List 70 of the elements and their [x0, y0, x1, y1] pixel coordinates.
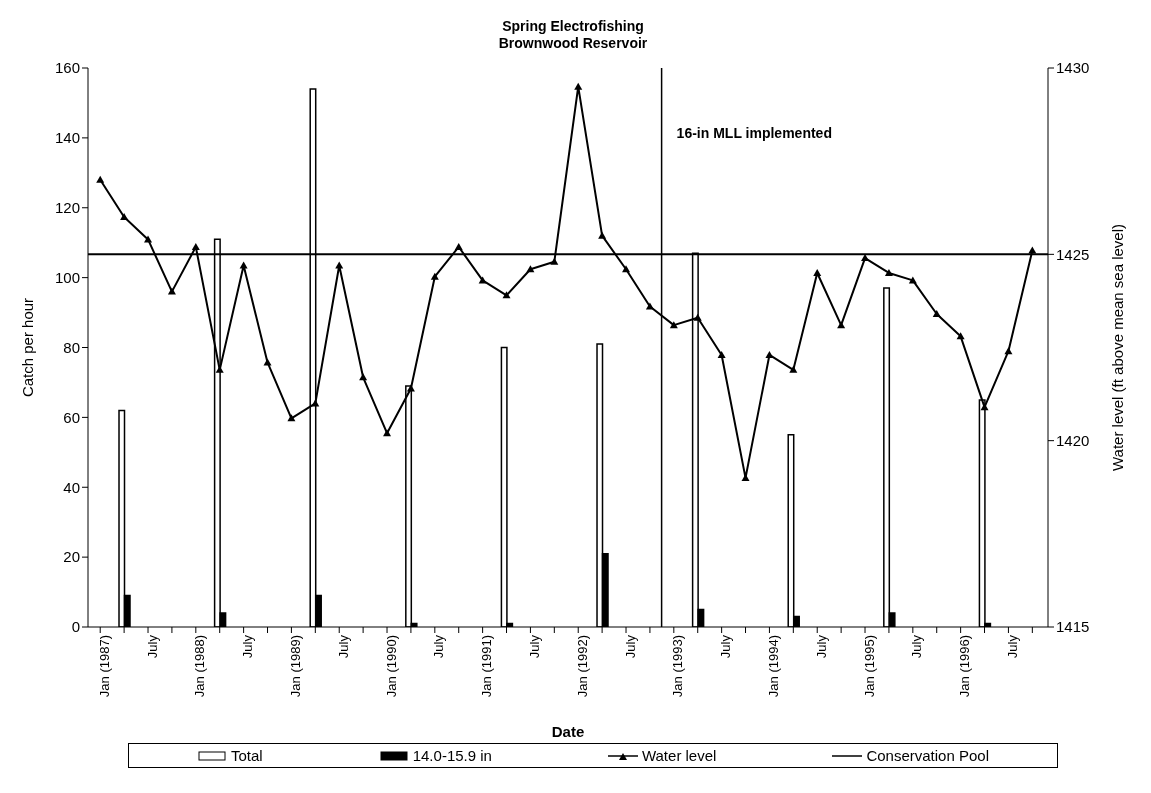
y-tick-label: 20	[63, 548, 80, 566]
y-tick-label: 120	[54, 199, 80, 217]
x-tick-label: Jan (1993)	[670, 635, 686, 698]
point	[622, 265, 631, 273]
x-tick-label: July	[909, 634, 925, 659]
point	[789, 365, 798, 373]
point	[598, 231, 607, 239]
point	[454, 242, 463, 250]
y-tick-label: 100	[54, 268, 80, 286]
ref-line-label: 16-in MLL implemented	[676, 125, 832, 141]
point	[765, 350, 774, 358]
point	[526, 265, 535, 273]
y-tick-label: 160	[54, 59, 80, 77]
y2-tick-label: 1430	[1056, 59, 1090, 77]
y2-axis-title: Water level (ft above mean sea level)	[1109, 223, 1127, 472]
y-tick-label: 60	[63, 408, 80, 426]
point	[717, 350, 726, 358]
point	[837, 321, 846, 329]
x-tick-label: July	[144, 634, 160, 659]
y2-tick-label: 1415	[1056, 618, 1090, 636]
point	[191, 242, 200, 250]
x-tick-label: July	[1004, 634, 1020, 659]
legend-label: Conservation Pool	[866, 747, 989, 764]
y-tick-label: 40	[63, 478, 80, 496]
chart-title: Spring Electrofishing Brownwood Reservoir	[497, 18, 649, 52]
point	[932, 309, 941, 317]
x-axis-title: Date	[551, 723, 585, 740]
point	[1028, 246, 1037, 254]
point	[574, 82, 583, 90]
point	[335, 261, 344, 269]
y-tick-label: 0	[71, 618, 80, 636]
point	[980, 403, 989, 411]
point	[645, 302, 654, 310]
point	[884, 268, 893, 276]
x-tick-label: July	[718, 634, 734, 659]
point	[96, 175, 105, 183]
x-tick-label: Jan (1994)	[765, 635, 781, 698]
x-tick-label: July	[622, 634, 638, 659]
x-tick-label: Jan (1995)	[861, 635, 877, 698]
x-tick-label: Jan (1989)	[287, 635, 303, 698]
x-tick-label: July	[813, 634, 829, 659]
point	[813, 268, 822, 276]
point	[287, 414, 296, 422]
x-tick-label: July	[335, 634, 351, 659]
legend-label: Water level	[641, 747, 717, 764]
point	[430, 272, 439, 280]
y-tick-label: 140	[54, 129, 80, 147]
x-tick-label: July	[431, 634, 447, 659]
point	[383, 429, 392, 437]
legend-label: 14.0-15.9 in	[412, 747, 492, 764]
x-tick-label: Jan (1990)	[383, 635, 399, 698]
x-tick-label: Jan (1992)	[574, 635, 590, 698]
point	[120, 213, 129, 221]
point	[693, 313, 702, 321]
legend-label: Total	[231, 747, 263, 764]
y-axis-title: Catch per hour	[19, 297, 37, 398]
y-tick-label: 80	[63, 338, 80, 356]
x-tick-label: Jan (1991)	[479, 635, 495, 698]
y2-tick-label: 1425	[1056, 245, 1090, 263]
point	[239, 261, 248, 269]
x-tick-label: July	[240, 634, 256, 659]
point	[1004, 347, 1013, 355]
y2-tick-label: 1420	[1056, 431, 1090, 449]
x-tick-label: Jan (1996)	[957, 635, 973, 698]
point	[669, 321, 678, 329]
point	[167, 287, 176, 295]
point	[550, 257, 559, 265]
x-tick-label: Jan (1988)	[192, 635, 208, 698]
x-tick-label: Jan (1987)	[96, 635, 112, 698]
x-tick-label: July	[526, 634, 542, 659]
